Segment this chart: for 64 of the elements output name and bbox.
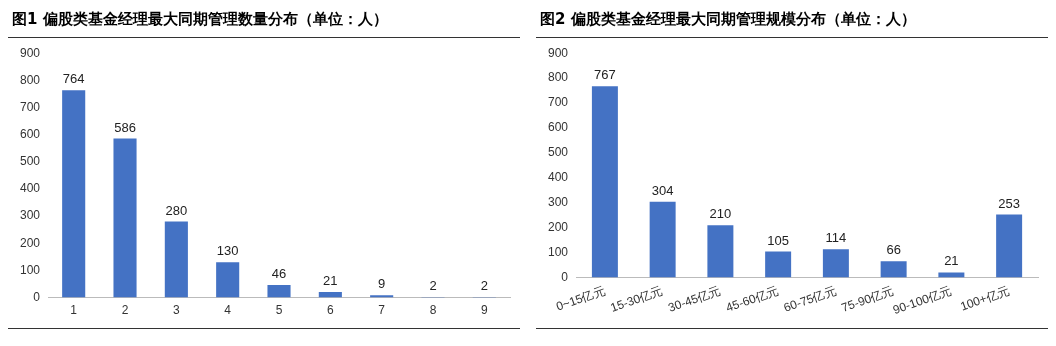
data-label: 105: [767, 232, 789, 248]
y-tick-label: 100: [547, 245, 569, 259]
bar: [267, 285, 291, 298]
data-label: 253: [998, 195, 1020, 211]
y-tick-label: 0: [33, 289, 41, 304]
data-label: 304: [651, 182, 674, 198]
y-tick-label: 900: [19, 45, 41, 60]
x-tick-label: 2: [121, 303, 129, 318]
x-tick-label: 15-30亿元: [608, 283, 665, 315]
y-tick-label: 400: [19, 181, 41, 196]
chart-title: 图2 偏股类基金经理最大同期管理规模分布（单位：人）: [536, 4, 1048, 38]
bar: [765, 251, 792, 278]
x-tick-label: 8: [429, 303, 437, 318]
y-tick-label: 800: [19, 72, 41, 87]
bar: [62, 90, 86, 298]
data-label: 130: [216, 243, 239, 259]
data-label: 767: [594, 67, 616, 83]
bar: [880, 261, 907, 278]
data-label: 210: [709, 206, 732, 222]
x-tick-label: 0~15亿元: [554, 283, 608, 314]
chart-title: 图1 偏股类基金经理最大同期管理数量分布（单位：人）: [8, 4, 520, 38]
y-tick-label: 700: [19, 99, 41, 114]
y-tick-label: 600: [547, 120, 569, 135]
bar: [216, 262, 240, 298]
y-tick-label: 400: [547, 170, 569, 185]
y-tick-label: 200: [547, 220, 569, 235]
data-label: 46: [271, 266, 287, 282]
y-tick-label: 300: [547, 195, 569, 210]
data-label: 114: [825, 230, 847, 246]
bar: [996, 214, 1023, 278]
data-label: 21: [944, 253, 959, 269]
y-tick-label: 300: [19, 208, 41, 223]
x-tick-label: 45-60亿元: [724, 283, 781, 315]
x-tick-label: 3: [173, 303, 181, 318]
y-tick-label: 500: [547, 145, 569, 160]
data-label: 586: [114, 119, 136, 135]
x-tick-label: 9: [480, 303, 488, 318]
x-tick-label: 5: [275, 303, 283, 318]
y-tick-label: 700: [547, 95, 569, 110]
bar: [649, 201, 676, 278]
y-tick-label: 200: [19, 235, 41, 250]
data-label: 66: [886, 242, 901, 258]
data-label: 764: [62, 71, 85, 87]
bar: [113, 138, 137, 298]
y-tick-label: 0: [561, 269, 569, 284]
x-tick-label: 7: [378, 303, 386, 318]
y-tick-label: 800: [547, 70, 569, 85]
bar: [822, 249, 849, 278]
x-tick-label: 6: [327, 303, 334, 318]
x-tick-label: 100+亿元: [958, 283, 1012, 314]
data-label: 21: [323, 272, 338, 288]
y-tick-label: 100: [19, 262, 41, 277]
bar: [707, 225, 734, 278]
x-tick-label: 1: [70, 303, 78, 318]
bar: [164, 221, 188, 298]
data-label: 280: [165, 202, 188, 218]
y-tick-label: 900: [547, 45, 569, 60]
x-tick-label: 4: [224, 303, 232, 318]
bar: [938, 272, 965, 278]
bar: [591, 86, 618, 278]
x-tick-label: 60-75亿元: [781, 283, 839, 315]
y-tick-label: 600: [19, 126, 41, 141]
x-tick-label: 30-45亿元: [666, 283, 723, 315]
y-tick-label: 500: [19, 154, 41, 169]
